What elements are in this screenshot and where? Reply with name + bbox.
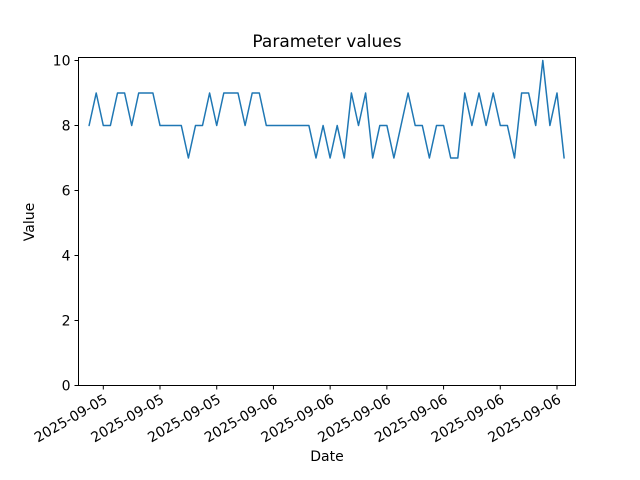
y-tick-label: 2 — [62, 314, 71, 330]
x-axis-label: Date — [310, 449, 344, 465]
y-tick-label: 0 — [62, 379, 71, 395]
data-series-line — [88, 59, 565, 159]
chart-title: Parameter values — [252, 32, 402, 52]
y-tick-label: 6 — [62, 184, 71, 200]
y-tick-label: 10 — [53, 54, 71, 70]
axes-box — [78, 57, 576, 386]
y-tick-label: 8 — [62, 119, 71, 135]
y-tick-label: 4 — [62, 249, 71, 265]
y-axis-label: Value — [22, 202, 38, 242]
